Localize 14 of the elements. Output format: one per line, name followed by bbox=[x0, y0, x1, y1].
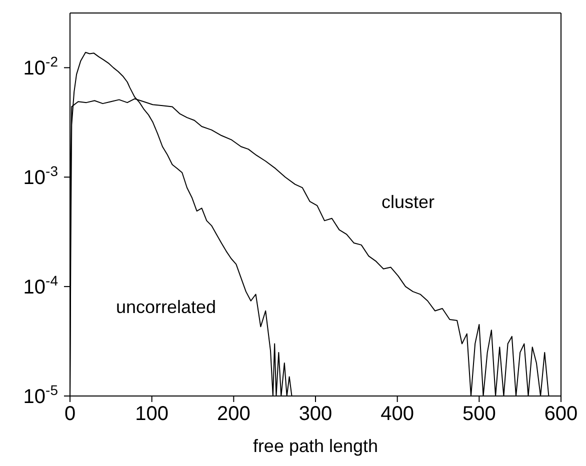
y-tick-label: 10$^{-2}$ bbox=[23, 54, 58, 80]
annotation: cluster bbox=[381, 192, 435, 212]
x-tick-label: 300 bbox=[298, 403, 332, 425]
y-tick-label: 10$^{-4}$ bbox=[23, 272, 58, 299]
x-tick-label: 100 bbox=[135, 403, 169, 425]
annotation: uncorrelated bbox=[116, 297, 216, 317]
x-axis-title: free path length bbox=[252, 436, 378, 456]
x-tick-label: 500 bbox=[462, 403, 496, 425]
x-tick-label: 400 bbox=[380, 403, 414, 425]
x-tick-label: 0 bbox=[64, 403, 76, 425]
y-tick-label: 10$^{-5}$ bbox=[23, 382, 58, 408]
x-tick-label: 600 bbox=[544, 403, 578, 425]
x-tick-label: 200 bbox=[216, 403, 250, 425]
y-tick-label: 10$^{-3}$ bbox=[23, 163, 58, 190]
